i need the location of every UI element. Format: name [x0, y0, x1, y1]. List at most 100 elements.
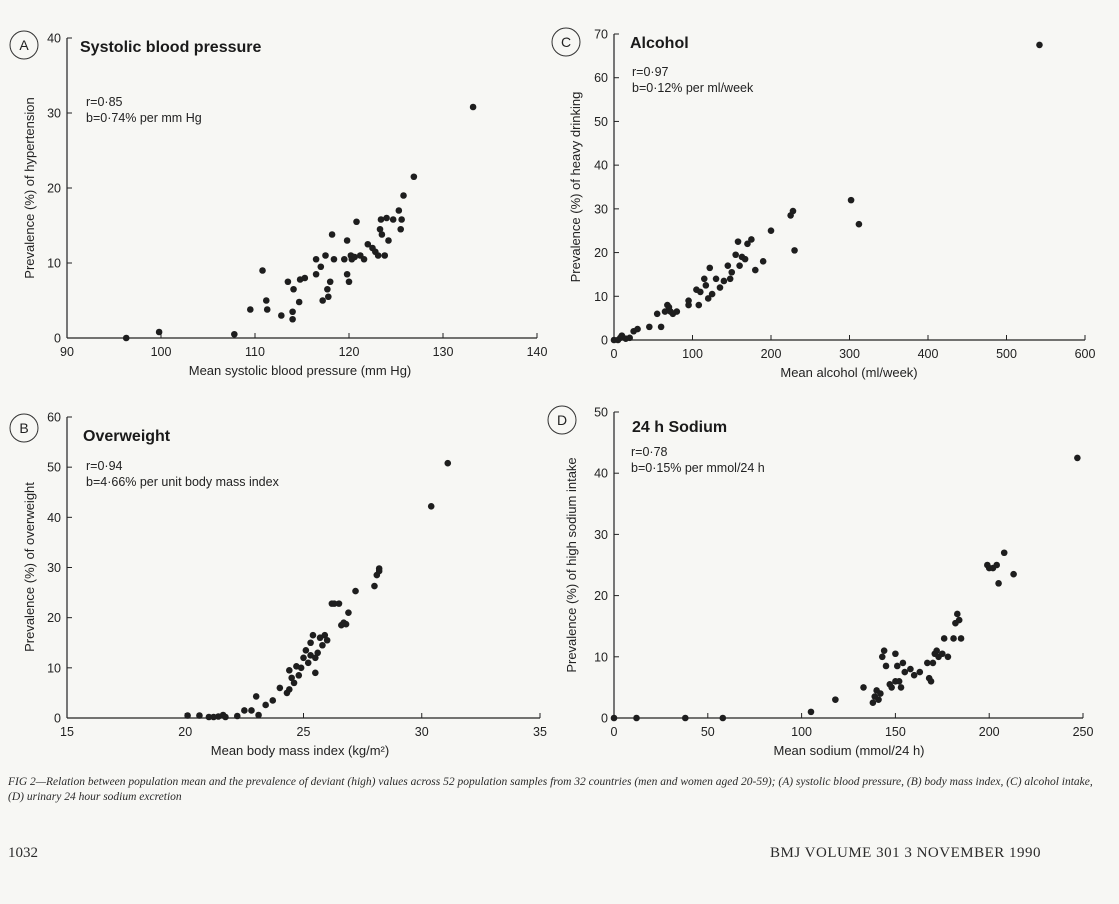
panel-d-data-point: [877, 690, 884, 697]
panel-d-title: 24 h Sodium: [632, 419, 727, 436]
panel-b-data-point: [304, 659, 312, 667]
panel-b-data-point: [252, 693, 260, 700]
panel-c-data-point: [736, 262, 743, 269]
panel-d-stat-2: b=0·15% per mmol/24 h: [631, 461, 765, 475]
panel-d-data-point: [897, 684, 905, 691]
panel-a-data-point: [345, 278, 353, 286]
panel-c-data-point: [741, 255, 749, 263]
panel-b-data-point: [427, 502, 435, 510]
panel-a-data-point: [364, 240, 372, 248]
panel-a-data-point: [262, 297, 270, 304]
panel-d-x-axis-label: Mean sodium (mmol/24 h): [774, 743, 925, 758]
panel-c-data-point: [728, 268, 736, 276]
panel-a-data-point: [330, 255, 338, 263]
panel-d-y-tick-label: 10: [594, 650, 608, 664]
panel-d-data-point: [929, 659, 937, 667]
panel-b-data-point: [288, 674, 295, 682]
panel-b-x-tick-label: 15: [60, 725, 74, 739]
panel-d-data-point: [882, 662, 890, 670]
panel-d-stat-1: r=0·78: [631, 445, 668, 459]
panel-a-data-point: [322, 252, 329, 259]
panel-b-y-tick-label: 60: [47, 411, 61, 425]
panel-a-data-point: [317, 263, 325, 271]
figure-caption: FIG 2—Relation between population mean a…: [8, 776, 1093, 803]
panel-d-data-point: [907, 665, 914, 673]
panel-d-x-tick-label: 50: [701, 725, 715, 739]
panel-c-data-point: [724, 262, 732, 269]
panel-a-data-point: [381, 252, 389, 259]
panel-a-data-point: [328, 231, 336, 238]
panel-d-data-point: [899, 659, 907, 667]
panel-a-title: Systolic blood pressure: [80, 39, 261, 56]
panel-b-x-tick-label: 20: [178, 725, 192, 739]
panel-d-data-point: [875, 696, 882, 703]
panel-a-data-point: [290, 285, 297, 293]
panel-a-data-point: [325, 293, 332, 301]
panel-b-data-point: [375, 565, 383, 572]
panel-d-data-point: [832, 696, 839, 703]
panel-d-data-point: [939, 650, 946, 658]
panel-a-y-tick-label: 20: [47, 182, 61, 196]
panel-b-data-point: [312, 669, 319, 677]
panel-d-data-point: [1010, 570, 1017, 578]
panel-c-data-point: [789, 207, 797, 215]
panel-b-data-point: [307, 639, 314, 647]
panel-a-data-point: [376, 225, 384, 233]
panel-a-x-tick-label: 130: [433, 345, 454, 359]
panel-b-y-tick-label: 50: [47, 461, 61, 475]
panel-c-data-point: [704, 295, 712, 302]
panel-a-data-point: [247, 306, 254, 313]
panel-a-data-point: [385, 237, 392, 244]
panel-b-x-tick-label: 25: [297, 725, 311, 739]
panel-c-data-point: [734, 238, 742, 245]
panel-d-data-point: [880, 647, 888, 654]
panel-b-data-point: [255, 711, 262, 719]
panel-c-data-point: [847, 196, 855, 204]
panel-b-data-point: [371, 582, 378, 590]
panel-b-data-point: [312, 654, 319, 662]
panel-c-x-tick-label: 100: [682, 347, 703, 361]
panel-d-data-point: [957, 635, 965, 642]
panel-a-data-point: [289, 315, 296, 323]
panel-d-y-tick-label: 0: [601, 712, 608, 726]
panel-c-y-tick-label: 30: [594, 202, 608, 216]
panel-d-x-tick-label: 150: [885, 725, 906, 739]
panel-d-data-point: [940, 635, 948, 642]
panel-c-data-point: [626, 334, 633, 342]
panel-c-stat-1: r=0·97: [632, 65, 669, 79]
panel-d-x-tick-label: 250: [1073, 725, 1094, 739]
page-number: 1032: [8, 845, 38, 861]
panel-b-label: B: [19, 420, 28, 436]
panel-d-data-point: [901, 668, 909, 676]
panel-a-data-point: [122, 334, 130, 342]
panel-c-label-circle: [551, 27, 581, 57]
panel-b-data-point: [330, 600, 338, 607]
panel-d-data-point: [933, 647, 940, 654]
panel-c-data-point: [695, 301, 703, 309]
panel-c-data-point: [752, 266, 759, 274]
panel-b-data-point: [269, 697, 277, 704]
panel-d-data-point: [916, 668, 924, 676]
panel-a-x-tick-label: 100: [151, 345, 172, 359]
panel-c-data-point: [726, 275, 734, 283]
panel-c-x-tick-label: 600: [1075, 347, 1096, 361]
panel-b-data-point: [319, 641, 326, 649]
panel-c-data-point: [855, 220, 863, 228]
panel-c-y-tick-label: 20: [594, 246, 608, 260]
panel-c-data-point: [702, 282, 710, 289]
panel-b-label-circle: [9, 413, 39, 443]
panel-c-data-point: [653, 310, 661, 318]
panel-a-data-point: [360, 255, 368, 263]
panel-d-x-tick-label: 100: [791, 725, 812, 739]
panel-a-x-axis-label: Mean systolic blood pressure (mm Hg): [189, 363, 412, 378]
panel-a-data-point: [383, 214, 390, 222]
panel-a-data-point: [312, 255, 320, 263]
panel-b-data-point: [300, 654, 307, 662]
panel-c-data-point: [712, 275, 720, 283]
panel-b-data-point: [309, 631, 317, 639]
panel-b-data-point: [314, 649, 321, 657]
panel-b-data-point: [321, 631, 329, 639]
panel-d-data-point: [927, 677, 935, 685]
panel-b-data-point: [323, 636, 331, 644]
panel-b-data-point: [262, 701, 269, 709]
